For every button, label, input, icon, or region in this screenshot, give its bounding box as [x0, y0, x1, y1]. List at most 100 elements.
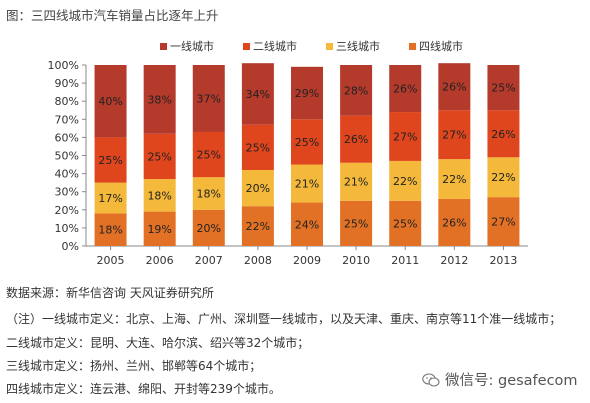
bar-segment — [438, 110, 471, 160]
y-tick-label: 50% — [55, 150, 79, 163]
bar-segment — [291, 119, 323, 165]
y-tick-label: 80% — [55, 95, 79, 108]
bar-segment — [143, 179, 176, 212]
legend-item: 三线城市 — [326, 38, 380, 54]
bar-segment — [291, 66, 323, 120]
data-label: 18% — [197, 188, 221, 201]
legend-swatch — [326, 42, 333, 50]
y-tick-label: 10% — [55, 222, 79, 235]
legend-item: 二线城市 — [243, 38, 297, 54]
bar-segment — [192, 177, 225, 210]
legend-item: 四线城市 — [409, 38, 463, 54]
data-label: 18% — [98, 224, 122, 237]
data-label: 37% — [197, 92, 221, 105]
legend-label: 一线城市 — [170, 40, 214, 53]
bar-segment — [241, 63, 274, 125]
bar-segment — [389, 112, 422, 161]
bar-segment — [241, 206, 274, 246]
data-source-note: 数据来源：新华信咨询 天风证券研究所 — [6, 286, 214, 300]
watermark-text: 微信号: gesafecom — [445, 373, 578, 389]
bar-segment — [94, 213, 127, 246]
bar-segment — [241, 124, 274, 170]
y-tick-label: 20% — [55, 204, 79, 217]
data-label: 25% — [98, 154, 122, 167]
legend-swatch — [160, 42, 167, 50]
legend-item: 一线城市 — [160, 38, 214, 54]
data-label: 21% — [344, 176, 368, 189]
figure-title: 图：三四线城市汽车销量占比逐年上升 — [6, 8, 219, 23]
x-tick-label: 2012 — [440, 254, 468, 267]
bar-segment — [438, 63, 471, 111]
data-label: 25% — [295, 136, 319, 149]
data-label: 38% — [147, 93, 171, 106]
bar-segment — [340, 115, 373, 163]
bar-segment — [143, 133, 176, 180]
data-label: 25% — [197, 149, 221, 162]
legend-label: 三线城市 — [336, 40, 380, 53]
legend-label: 二线城市 — [253, 40, 297, 53]
tier1-definition-note: （注）一线城市定义：北京、上海、广州、深圳暨一线城市，以及天津、重庆、南京等11… — [6, 312, 562, 326]
data-label: 25% — [147, 150, 171, 163]
data-label: 22% — [393, 175, 417, 188]
data-label: 22% — [246, 220, 270, 233]
data-label: 27% — [442, 129, 466, 142]
bar-segment — [389, 160, 422, 201]
x-tick-label: 2008 — [244, 254, 272, 267]
bar-segment — [389, 65, 422, 113]
data-label: 18% — [147, 189, 171, 202]
bar-segment — [192, 209, 225, 246]
x-tick-label: 2007 — [195, 254, 223, 267]
bar-segment — [291, 164, 323, 203]
x-tick-label: 2013 — [489, 254, 517, 267]
data-label: 25% — [393, 217, 417, 230]
y-tick-label: 40% — [55, 168, 79, 181]
data-label: 25% — [344, 217, 368, 230]
legend-swatch — [243, 42, 250, 50]
data-label: 22% — [442, 173, 466, 186]
bar-segment — [143, 65, 176, 134]
y-tick-label: 60% — [55, 131, 79, 144]
tier2-definition-note: 二线城市定义：昆明、大连、哈尔滨、绍兴等32个城市； — [6, 336, 310, 350]
data-label: 22% — [491, 171, 515, 184]
x-tick-label: 2006 — [146, 254, 174, 267]
wechat-watermark: 微信号: gesafecom — [422, 369, 578, 390]
data-label: 21% — [295, 178, 319, 191]
stacked-bar-chart: 0% 10% 20% 30% 40% 50% 60% 70% 80% 90% 100% 18% 17% 2… — [48, 59, 528, 267]
bar-segment — [192, 65, 225, 132]
bar-segment — [340, 200, 373, 246]
bar-segment — [241, 169, 274, 207]
bar-segment — [291, 202, 323, 246]
bar-segment — [143, 211, 176, 246]
bar-segment — [389, 200, 422, 246]
data-label: 26% — [491, 128, 515, 141]
bar-segment — [94, 182, 127, 214]
data-label: 26% — [442, 216, 466, 229]
x-tick-label: 2009 — [293, 254, 321, 267]
bar-segment — [438, 198, 471, 246]
bar-segment — [340, 162, 373, 201]
data-label: 20% — [197, 222, 221, 235]
bar-segment — [340, 65, 373, 116]
bar-segment — [487, 65, 520, 111]
data-label: 40% — [98, 95, 122, 108]
x-tick-label: 2010 — [342, 254, 370, 267]
y-tick-label: 0% — [62, 240, 79, 253]
data-label: 27% — [491, 216, 515, 229]
data-label: 26% — [344, 133, 368, 146]
legend-label: 四线城市 — [419, 40, 463, 53]
bar-segment — [94, 65, 127, 138]
x-tick-label: 2011 — [391, 254, 419, 267]
y-tick-label: 30% — [55, 186, 79, 199]
bar-segment — [487, 197, 520, 246]
legend-swatch — [409, 42, 416, 50]
y-tick-label: 100% — [48, 59, 79, 72]
data-label: 26% — [393, 83, 417, 96]
bar-segment — [438, 159, 471, 199]
y-tick-label: 90% — [55, 77, 79, 90]
data-label: 24% — [295, 218, 319, 231]
data-label: 17% — [98, 192, 122, 205]
data-label: 28% — [344, 84, 368, 97]
data-label: 20% — [246, 182, 270, 195]
tier3-definition-note: 三线城市定义：扬州、兰州、邯郸等64个城市； — [6, 359, 262, 373]
data-label: 26% — [442, 81, 466, 94]
